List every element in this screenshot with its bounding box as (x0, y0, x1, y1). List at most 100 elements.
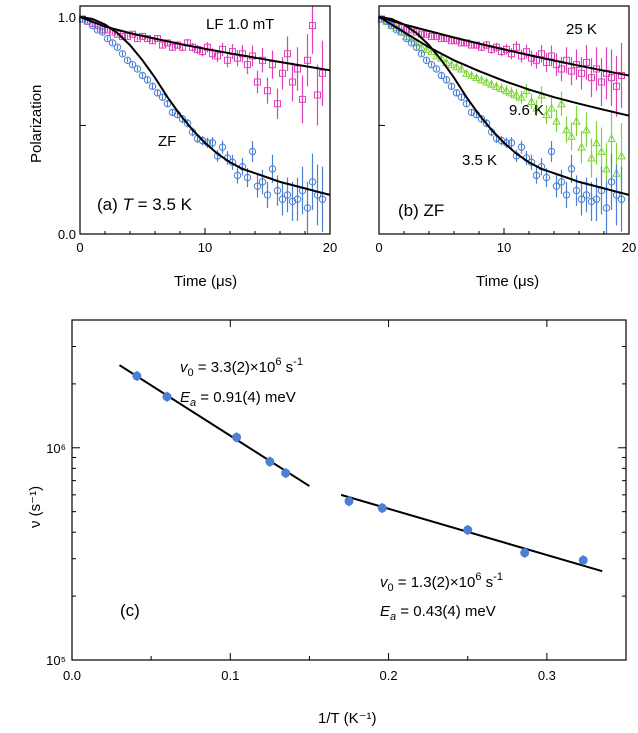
panel-b-fit-3-5-k (378, 15, 630, 196)
panel-a-ytick-label: 0.0 (58, 227, 76, 242)
panel-a-xtick-label: 10 (198, 240, 212, 255)
data-point (482, 119, 491, 127)
data-point (552, 116, 561, 125)
data-point (463, 525, 473, 535)
panel-b-fit-9-6-k (378, 16, 630, 117)
data-point (412, 43, 421, 51)
data-point (592, 195, 601, 203)
data-point (513, 43, 520, 51)
data-point (572, 186, 581, 195)
data-point (617, 151, 626, 160)
panel-a-series-zf (78, 15, 327, 234)
annotation-high-v0-symbol: v (180, 359, 189, 376)
data-point (432, 65, 441, 73)
data-point (281, 468, 291, 478)
data-point (243, 173, 252, 182)
data-point (428, 32, 435, 40)
panel-c-xlabel-text: 1/T (K⁻¹) (318, 710, 376, 727)
panel-a-label-value: = 3.5 K (133, 195, 193, 214)
data-point (613, 82, 620, 90)
data-point (520, 548, 530, 558)
data-point (123, 56, 132, 64)
data-point (512, 90, 521, 99)
data-point (308, 178, 317, 186)
data-point (472, 73, 481, 82)
annotation-low-ea-symbol: E (380, 603, 391, 620)
series-label-3-5k: 3.5 K (462, 152, 497, 169)
panel-b-series-25-k (378, 15, 625, 117)
panel-a-ylabel: Polarization (28, 85, 45, 163)
data-point (422, 56, 431, 64)
data-point (273, 186, 282, 195)
data-point (344, 496, 354, 506)
data-point (232, 432, 242, 442)
data-point (158, 93, 167, 101)
panel-a-series-lf-1-0-mt (79, 6, 326, 126)
data-point (583, 58, 590, 66)
data-point (133, 65, 142, 73)
data-point (265, 457, 275, 467)
annotation-low-v0: v0 = 1.3(2)×106 s-1 (380, 571, 503, 594)
data-point (163, 100, 172, 108)
data-point (487, 79, 496, 88)
data-point (538, 50, 545, 58)
data-point (108, 39, 117, 47)
data-point (254, 78, 261, 86)
annotation-low-v0-exp: 6 (475, 571, 481, 583)
panel-b: 0 10 20 Time (μs) 25 K 9.6 K 3.5 K (b) ZF (375, 5, 636, 290)
data-point (577, 142, 586, 151)
data-point (452, 89, 461, 97)
data-point (462, 68, 471, 77)
data-point (148, 82, 157, 91)
data-point (422, 44, 431, 53)
annotation-high-v0: v0 = 3.3(2)×106 s-1 (180, 356, 303, 379)
data-point (309, 22, 316, 30)
annotation-high-v0-sub: 0 (188, 367, 194, 379)
data-point (118, 50, 127, 58)
panel-c-ytick-label: 10⁶ (46, 441, 66, 456)
data-point (502, 86, 511, 95)
data-point (467, 70, 476, 79)
annotation-high-ea-symbol: E (180, 389, 191, 406)
data-point (168, 108, 177, 117)
data-point (314, 91, 321, 99)
data-point (598, 78, 605, 86)
data-point (542, 173, 551, 182)
data-point (284, 50, 291, 58)
data-point (318, 195, 327, 203)
data-point (572, 116, 581, 125)
data-point (218, 143, 227, 151)
panel-a-ticks: 0 10 20 0.0 1.0 (58, 10, 337, 255)
data-point (477, 115, 486, 123)
panel-b-xtick-label: 10 (497, 240, 511, 255)
panel-a-label: (a) T = 3.5 K (97, 195, 193, 214)
data-point (278, 195, 287, 203)
panel-b-xtick-label: 20 (622, 240, 636, 255)
panel-a-fit-lf-1-0-mt (79, 15, 331, 72)
panel-b-ticks: 0 10 20 (375, 16, 636, 255)
data-point (617, 195, 626, 203)
data-point (253, 182, 262, 190)
data-point (143, 76, 152, 84)
data-point (263, 191, 272, 199)
data-point (159, 41, 166, 49)
annotation-high-temp: v0 = 3.3(2)×106 s-1 Ea = 0.91(4) meV (180, 356, 303, 409)
data-point (303, 204, 312, 212)
data-point (447, 60, 456, 69)
panel-b-xlabel: Time (μs) (476, 273, 539, 290)
data-point (462, 100, 471, 108)
data-point (437, 71, 446, 80)
data-point (279, 69, 286, 77)
panel-b-xtick-label: 0 (375, 240, 382, 255)
data-point (497, 136, 506, 145)
data-point (113, 43, 122, 51)
data-point (224, 56, 231, 64)
panel-c-label: (c) (120, 601, 140, 620)
data-point (497, 83, 506, 93)
data-point (542, 110, 551, 119)
data-point (532, 103, 541, 112)
panel-a-ytick-label: 1.0 (58, 10, 76, 25)
panel-c-ticks: 0.0 0.1 0.2 0.3 10⁵ 10⁶ (46, 319, 626, 683)
data-point (477, 75, 486, 84)
panel-c-ylabel: ν (s⁻¹) (27, 486, 44, 528)
